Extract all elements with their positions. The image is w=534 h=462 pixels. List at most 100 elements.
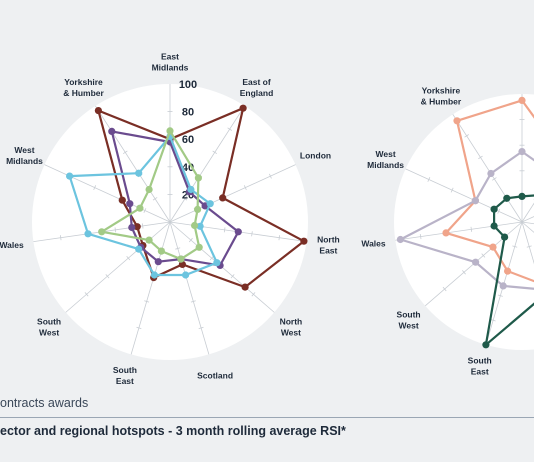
data-point xyxy=(396,235,404,244)
radial-tick-label: 80 xyxy=(182,107,194,119)
radar-spoke-tick xyxy=(269,173,272,179)
axis-label: East Midlands xyxy=(152,52,189,73)
data-point xyxy=(166,127,174,135)
radar-spoke-tick xyxy=(141,223,144,229)
data-point xyxy=(182,271,190,279)
series-line-3 xyxy=(68,135,218,277)
radar-background xyxy=(394,94,534,350)
radar-spoke xyxy=(452,114,523,223)
radar-spoke-tick xyxy=(491,177,497,181)
data-point xyxy=(118,196,126,204)
data-point xyxy=(135,245,143,253)
radar-spoke-tick xyxy=(490,319,496,322)
radar-spoke-tick xyxy=(223,227,226,233)
data-point xyxy=(471,197,479,205)
radar-spoke-tick xyxy=(278,235,281,241)
radar-spoke-tick xyxy=(84,292,89,297)
data-point xyxy=(66,172,74,180)
radar-spoke-tick xyxy=(126,255,131,261)
data-point xyxy=(194,174,202,182)
data-point xyxy=(503,194,511,202)
data-point xyxy=(234,228,242,236)
radar-spoke-tick xyxy=(427,177,431,182)
data-point xyxy=(135,169,143,177)
data-point xyxy=(482,341,490,349)
data-point xyxy=(300,237,308,245)
data-point xyxy=(84,230,92,238)
radar-spoke-tick xyxy=(114,227,117,233)
data-point xyxy=(126,200,134,208)
series-line-1 xyxy=(97,107,305,289)
axis-label: South West xyxy=(37,316,61,337)
radar-spoke-tick xyxy=(227,127,233,131)
axis-label: Yorkshire & Humber xyxy=(421,85,462,106)
radar-spoke-tick xyxy=(59,235,62,241)
axis-label: South East xyxy=(468,355,492,376)
axis-label: Yorkshire & Humber xyxy=(63,77,104,98)
radar-spoke-tick xyxy=(212,150,218,155)
data-point xyxy=(150,271,158,279)
chart-caption: ontracts awards xyxy=(0,396,89,410)
radar-spoke xyxy=(395,221,523,241)
radar-spoke-tick xyxy=(497,208,501,214)
section-title: ector and regional hotspots - 3 month ro… xyxy=(0,424,346,438)
data-point xyxy=(145,185,153,194)
radar-spoke xyxy=(169,221,210,355)
data-point xyxy=(518,96,526,104)
radar-spoke-tick xyxy=(462,270,466,275)
radar-spoke xyxy=(130,221,171,355)
data-point xyxy=(133,223,141,231)
radar-spoke-tick xyxy=(419,234,422,240)
data-point xyxy=(145,236,153,244)
data-point xyxy=(108,127,116,135)
radar-spoke-tick xyxy=(144,300,150,303)
radar-spoke-tick xyxy=(105,274,110,279)
radar-spoke-tick xyxy=(230,274,235,279)
data-point xyxy=(191,221,199,230)
data-point xyxy=(196,222,204,230)
radar-spoke-tick xyxy=(512,245,518,248)
radar-spoke-tick xyxy=(122,150,128,155)
radar-spoke xyxy=(521,221,534,265)
data-point xyxy=(219,194,227,202)
data-point xyxy=(206,200,214,208)
radar-spoke-tick xyxy=(190,300,196,303)
radar-spoke-tick xyxy=(251,292,256,297)
axis-label: North West xyxy=(280,316,303,337)
axis-label: East of England xyxy=(240,77,274,98)
data-point xyxy=(501,233,509,241)
radar-spoke-tick xyxy=(497,294,503,297)
axis-label: South East xyxy=(113,365,137,386)
axis-label: West Midlands xyxy=(6,145,43,166)
axis-label: North East xyxy=(317,234,340,255)
data-point xyxy=(472,258,480,266)
data-point xyxy=(442,229,450,237)
data-point xyxy=(453,117,461,125)
axis-label: Scotland xyxy=(197,371,233,381)
axis-label: South West xyxy=(397,310,421,331)
axis-label: West Midlands xyxy=(367,149,404,170)
axis-label: London xyxy=(300,151,331,161)
data-point xyxy=(94,107,102,115)
data-point xyxy=(518,192,526,200)
radar-spoke xyxy=(65,221,171,313)
data-point xyxy=(518,148,526,156)
data-point xyxy=(194,205,202,213)
data-point xyxy=(490,222,498,230)
axis-label: Wales xyxy=(0,240,24,250)
data-point xyxy=(213,259,221,267)
radar-spoke-tick xyxy=(526,245,532,248)
radar-spoke-tick xyxy=(243,185,247,191)
series-line-1 xyxy=(444,99,534,283)
data-point xyxy=(157,247,165,255)
radar-spoke-tick xyxy=(93,185,97,191)
series-line-2 xyxy=(399,150,534,290)
radar-spoke xyxy=(405,168,523,223)
radar-spoke xyxy=(44,164,171,223)
radar-spoke-tick xyxy=(251,231,253,237)
radar-spoke-tick xyxy=(470,226,473,232)
data-point xyxy=(241,283,249,291)
data-point xyxy=(187,185,195,194)
data-point xyxy=(489,243,497,251)
